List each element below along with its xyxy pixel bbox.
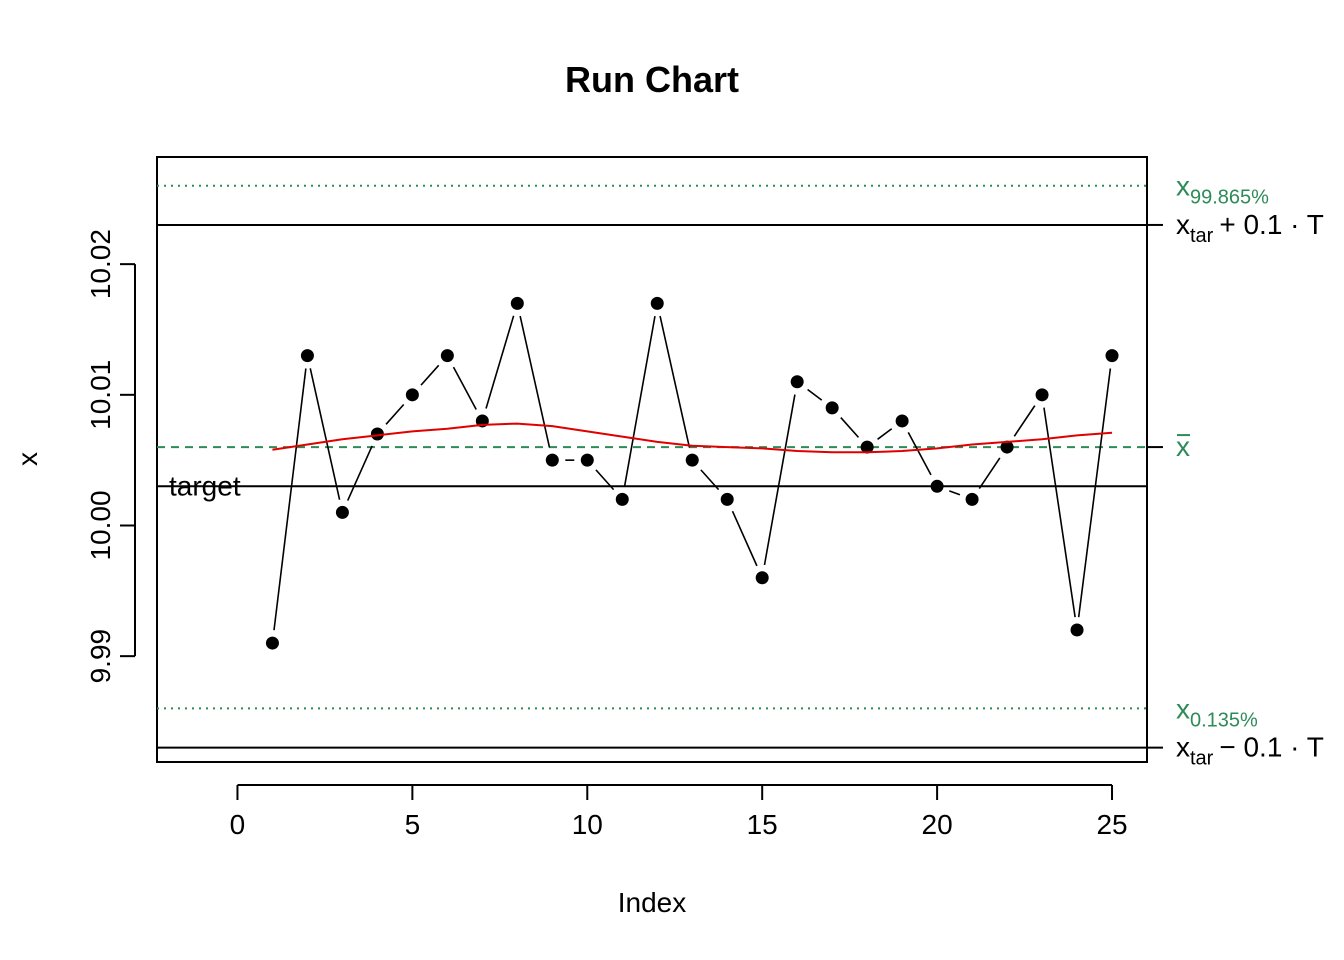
y-tick-label: 10.01 <box>85 360 116 430</box>
x-tick-label: 20 <box>922 809 953 840</box>
ref-label-subscript: tar <box>1190 748 1214 770</box>
data-point <box>790 375 804 389</box>
x-tick-label: 15 <box>747 809 778 840</box>
data-point <box>895 414 909 428</box>
x-tick-label: 0 <box>230 809 246 840</box>
ref-label-symbol: x <box>1176 431 1190 462</box>
x-tick-label: 25 <box>1096 809 1127 840</box>
ref-label-suffix: − 0.1 · T <box>1219 732 1324 763</box>
data-point <box>265 636 279 650</box>
data-point <box>755 571 769 585</box>
y-tick-label: 9.99 <box>85 629 116 684</box>
ref-label-symbol: x <box>1176 209 1190 240</box>
ref-label-symbol: x <box>1176 693 1190 724</box>
data-point <box>580 453 594 467</box>
ref-label-upper_quantile: x99.865% <box>1176 171 1269 209</box>
y-axis-label: x <box>12 452 43 466</box>
series-segment <box>595 469 615 491</box>
series-segment <box>840 417 860 438</box>
y-tick-label: 10.00 <box>85 490 116 560</box>
series-segment <box>1043 407 1076 618</box>
data-series <box>265 296 1119 650</box>
data-point <box>965 492 979 506</box>
series-segment <box>763 394 796 566</box>
series-segment <box>452 366 477 410</box>
series-segment <box>273 368 307 631</box>
series-segment <box>623 316 656 487</box>
series-segment <box>1077 368 1112 618</box>
data-point <box>685 453 699 467</box>
series-segment <box>485 315 515 409</box>
data-point <box>405 388 419 402</box>
ref-label-lower_limit: xtar − 0.1 · T <box>1176 732 1324 770</box>
ref-label-lower_quantile: x0.135% <box>1176 693 1258 731</box>
axes: 0 5 10 15 20 25 9.99 10.00 10.01 10.02 <box>85 229 1128 840</box>
ref-label-subscript: 0.135% <box>1190 709 1258 731</box>
data-point <box>510 296 524 310</box>
ref-label-upper_limit: xtar + 0.1 · T <box>1176 209 1324 247</box>
data-point <box>440 349 454 363</box>
series-segment <box>731 510 758 567</box>
series-segment <box>346 445 373 501</box>
smooth-line <box>272 422 1113 454</box>
ref-label-subscript: 99.865% <box>1190 187 1269 209</box>
ref-label-symbol: x <box>1176 171 1190 202</box>
data-point <box>545 453 559 467</box>
x-tick-label: 10 <box>572 809 603 840</box>
data-point <box>1035 388 1049 402</box>
ref-label-suffix: + 0.1 · T <box>1219 209 1324 240</box>
data-point <box>1000 440 1014 454</box>
series-segment <box>700 469 720 491</box>
series-segment <box>309 368 341 500</box>
data-point <box>825 401 839 415</box>
series-segment <box>807 388 823 401</box>
x-axis-label: Index <box>618 887 687 918</box>
series-segment <box>907 432 932 476</box>
series-segment <box>1013 405 1036 437</box>
data-point <box>720 492 734 506</box>
series-segment <box>385 403 405 425</box>
data-point <box>930 479 944 493</box>
series-segment <box>978 457 1001 489</box>
chart-title: Run Chart <box>565 59 739 100</box>
data-point <box>335 505 349 519</box>
ref-label-target: target <box>169 470 241 501</box>
y-tick-label: 10.02 <box>85 229 116 299</box>
ref-label-subscript: tar <box>1190 225 1214 247</box>
data-point <box>650 296 664 310</box>
data-point <box>615 492 629 506</box>
data-point <box>1070 623 1084 637</box>
series-segment <box>877 428 893 440</box>
data-point <box>860 440 874 454</box>
data-point <box>1105 349 1119 363</box>
series-segment <box>420 364 440 386</box>
ref-label-symbol: x <box>1176 732 1190 763</box>
x-tick-label: 5 <box>405 809 421 840</box>
data-point <box>370 427 384 441</box>
series-segment <box>659 315 691 448</box>
data-point <box>300 349 314 363</box>
plot-frame <box>156 156 1148 763</box>
ref-label-mean: x <box>1176 431 1190 462</box>
series-segment <box>949 490 961 496</box>
series-segment <box>519 315 551 448</box>
